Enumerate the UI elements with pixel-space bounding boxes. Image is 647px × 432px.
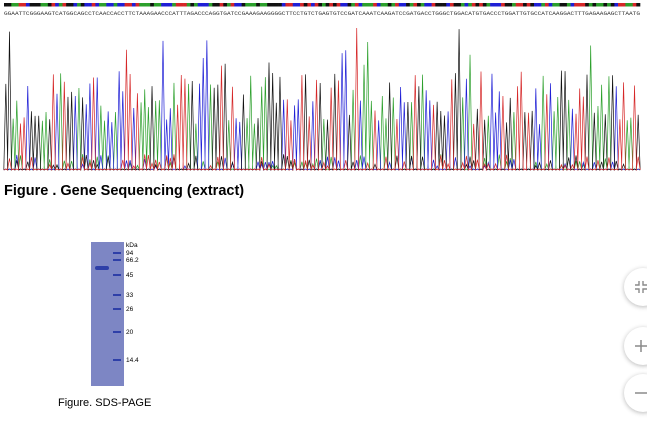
sds-page-caption: Figure. SDS-PAGE [58,397,152,409]
plus-icon [635,340,647,352]
marker-band [113,252,121,254]
marker-band [113,259,121,261]
sequence-text: GGAATTCGGGAAGTCATGGCAGCCTCAACCACCTTCTAAA… [4,11,640,17]
sequencing-chromatogram: GGAATTCGGGAAGTCATGGCAGCCTCAACCACCTTCTAAA… [3,3,641,171]
trace-T [3,27,641,171]
sequencing-figure-title: Figure . Gene Sequencing (extract) [4,183,245,199]
kda-label: kDa [126,242,138,249]
marker-label: 26 [126,306,134,313]
minus-icon [635,392,647,394]
marker-label: 33 [126,292,134,299]
marker-band [113,359,121,361]
expand-icon [635,281,647,293]
marker-band [113,274,121,276]
marker-label: 45 [126,272,134,279]
marker-band [113,294,121,296]
marker-label: 14.4 [126,357,139,364]
sequence-color-bar [4,3,641,7]
zoom-in-button[interactable] [624,327,647,365]
zoom-out-button[interactable] [624,374,647,412]
marker-label: 94 [126,250,134,257]
marker-band [113,308,121,310]
protein-band [95,266,109,270]
expand-button[interactable] [624,268,647,306]
gel-lane-background [91,242,124,386]
marker-label: 20 [126,329,134,336]
trace-peaks [3,27,641,171]
marker-label: 66.2 [126,257,139,264]
marker-band [113,331,121,333]
